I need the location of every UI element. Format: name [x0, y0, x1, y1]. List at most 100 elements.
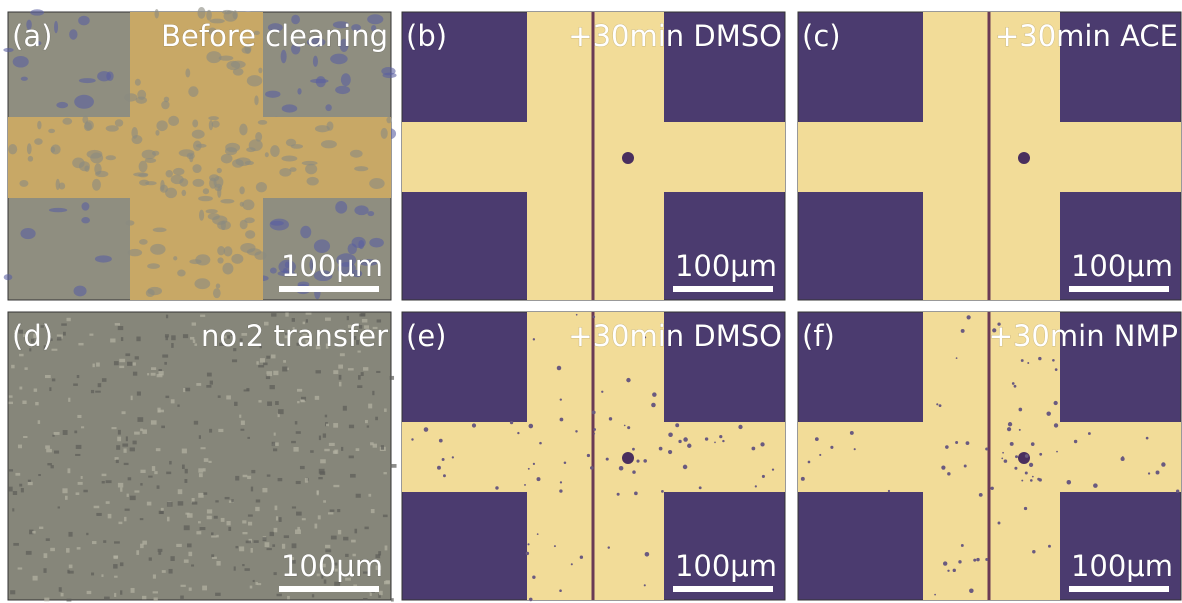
texture	[50, 548, 55, 551]
residue	[1004, 459, 1008, 463]
residue	[1067, 480, 1072, 485]
texture	[302, 161, 318, 166]
panel: (e)+30min DMSO100μm	[402, 312, 785, 601]
texture	[266, 356, 270, 359]
texture	[228, 527, 231, 531]
texture	[76, 445, 82, 449]
texture	[121, 337, 123, 341]
texture	[35, 402, 38, 405]
texture	[267, 401, 272, 405]
texture	[295, 421, 297, 424]
texture	[325, 545, 330, 548]
texture	[296, 512, 302, 516]
texture	[137, 90, 146, 100]
residue	[442, 458, 445, 461]
texture	[54, 451, 59, 454]
texture	[139, 161, 148, 173]
residue	[1148, 472, 1150, 474]
texture	[217, 246, 225, 255]
texture	[92, 541, 96, 544]
panel-label: (d)	[12, 319, 53, 353]
texture	[358, 375, 361, 380]
residue	[575, 430, 577, 432]
texture	[354, 205, 368, 215]
texture	[148, 476, 152, 478]
texture	[198, 493, 203, 498]
texture	[227, 521, 231, 525]
texture	[177, 270, 185, 277]
texture	[124, 463, 129, 465]
texture	[260, 358, 265, 362]
residue	[627, 426, 630, 429]
residue	[1054, 401, 1058, 405]
residue	[699, 486, 702, 489]
texture	[108, 514, 112, 518]
texture	[222, 263, 233, 275]
texture	[256, 499, 260, 502]
texture	[291, 441, 296, 443]
texture	[138, 173, 148, 177]
texture	[118, 326, 123, 330]
texture	[300, 466, 305, 469]
texture	[297, 401, 299, 403]
texture	[262, 488, 267, 492]
residue	[961, 544, 964, 547]
texture	[270, 221, 284, 226]
texture	[44, 598, 49, 602]
texture	[185, 68, 190, 77]
texture	[76, 492, 80, 495]
residue	[661, 490, 664, 493]
texture	[273, 371, 278, 375]
texture	[164, 362, 167, 365]
texture	[292, 506, 296, 508]
texture	[210, 381, 213, 385]
residue	[985, 447, 988, 450]
texture	[330, 509, 335, 511]
texture	[166, 170, 173, 177]
texture	[185, 469, 188, 474]
texture	[48, 129, 55, 133]
texture	[270, 532, 274, 536]
texture	[169, 461, 172, 464]
texture	[198, 468, 203, 472]
texture	[119, 366, 124, 368]
texture	[220, 199, 234, 204]
residue	[967, 315, 971, 319]
texture	[10, 590, 15, 594]
texture	[301, 400, 306, 403]
texture	[300, 226, 311, 239]
texture	[98, 383, 102, 387]
residue	[495, 486, 498, 489]
residue	[956, 357, 958, 359]
texture	[258, 68, 262, 74]
residue	[1088, 432, 1091, 435]
texture	[192, 119, 198, 127]
texture	[198, 521, 201, 523]
texture	[113, 555, 118, 557]
texture	[171, 343, 173, 348]
texture	[147, 263, 160, 269]
texture	[136, 550, 139, 555]
texture	[343, 406, 347, 411]
residue	[1121, 457, 1125, 461]
texture	[245, 161, 254, 165]
texture	[297, 527, 300, 530]
texture	[111, 427, 116, 429]
texture	[281, 155, 297, 161]
texture	[240, 202, 244, 207]
texture	[391, 464, 397, 468]
residue	[580, 556, 583, 559]
texture	[33, 576, 38, 581]
texture	[324, 449, 329, 451]
texture	[114, 593, 116, 597]
residue	[1012, 382, 1015, 385]
texture	[140, 544, 144, 548]
residue	[1054, 423, 1058, 427]
texture	[199, 210, 204, 221]
scale-bar-label: 100μm	[281, 249, 383, 283]
texture	[199, 435, 201, 439]
texture	[315, 396, 319, 400]
residue	[1014, 467, 1017, 470]
residue	[1025, 454, 1029, 458]
residue	[934, 594, 936, 596]
